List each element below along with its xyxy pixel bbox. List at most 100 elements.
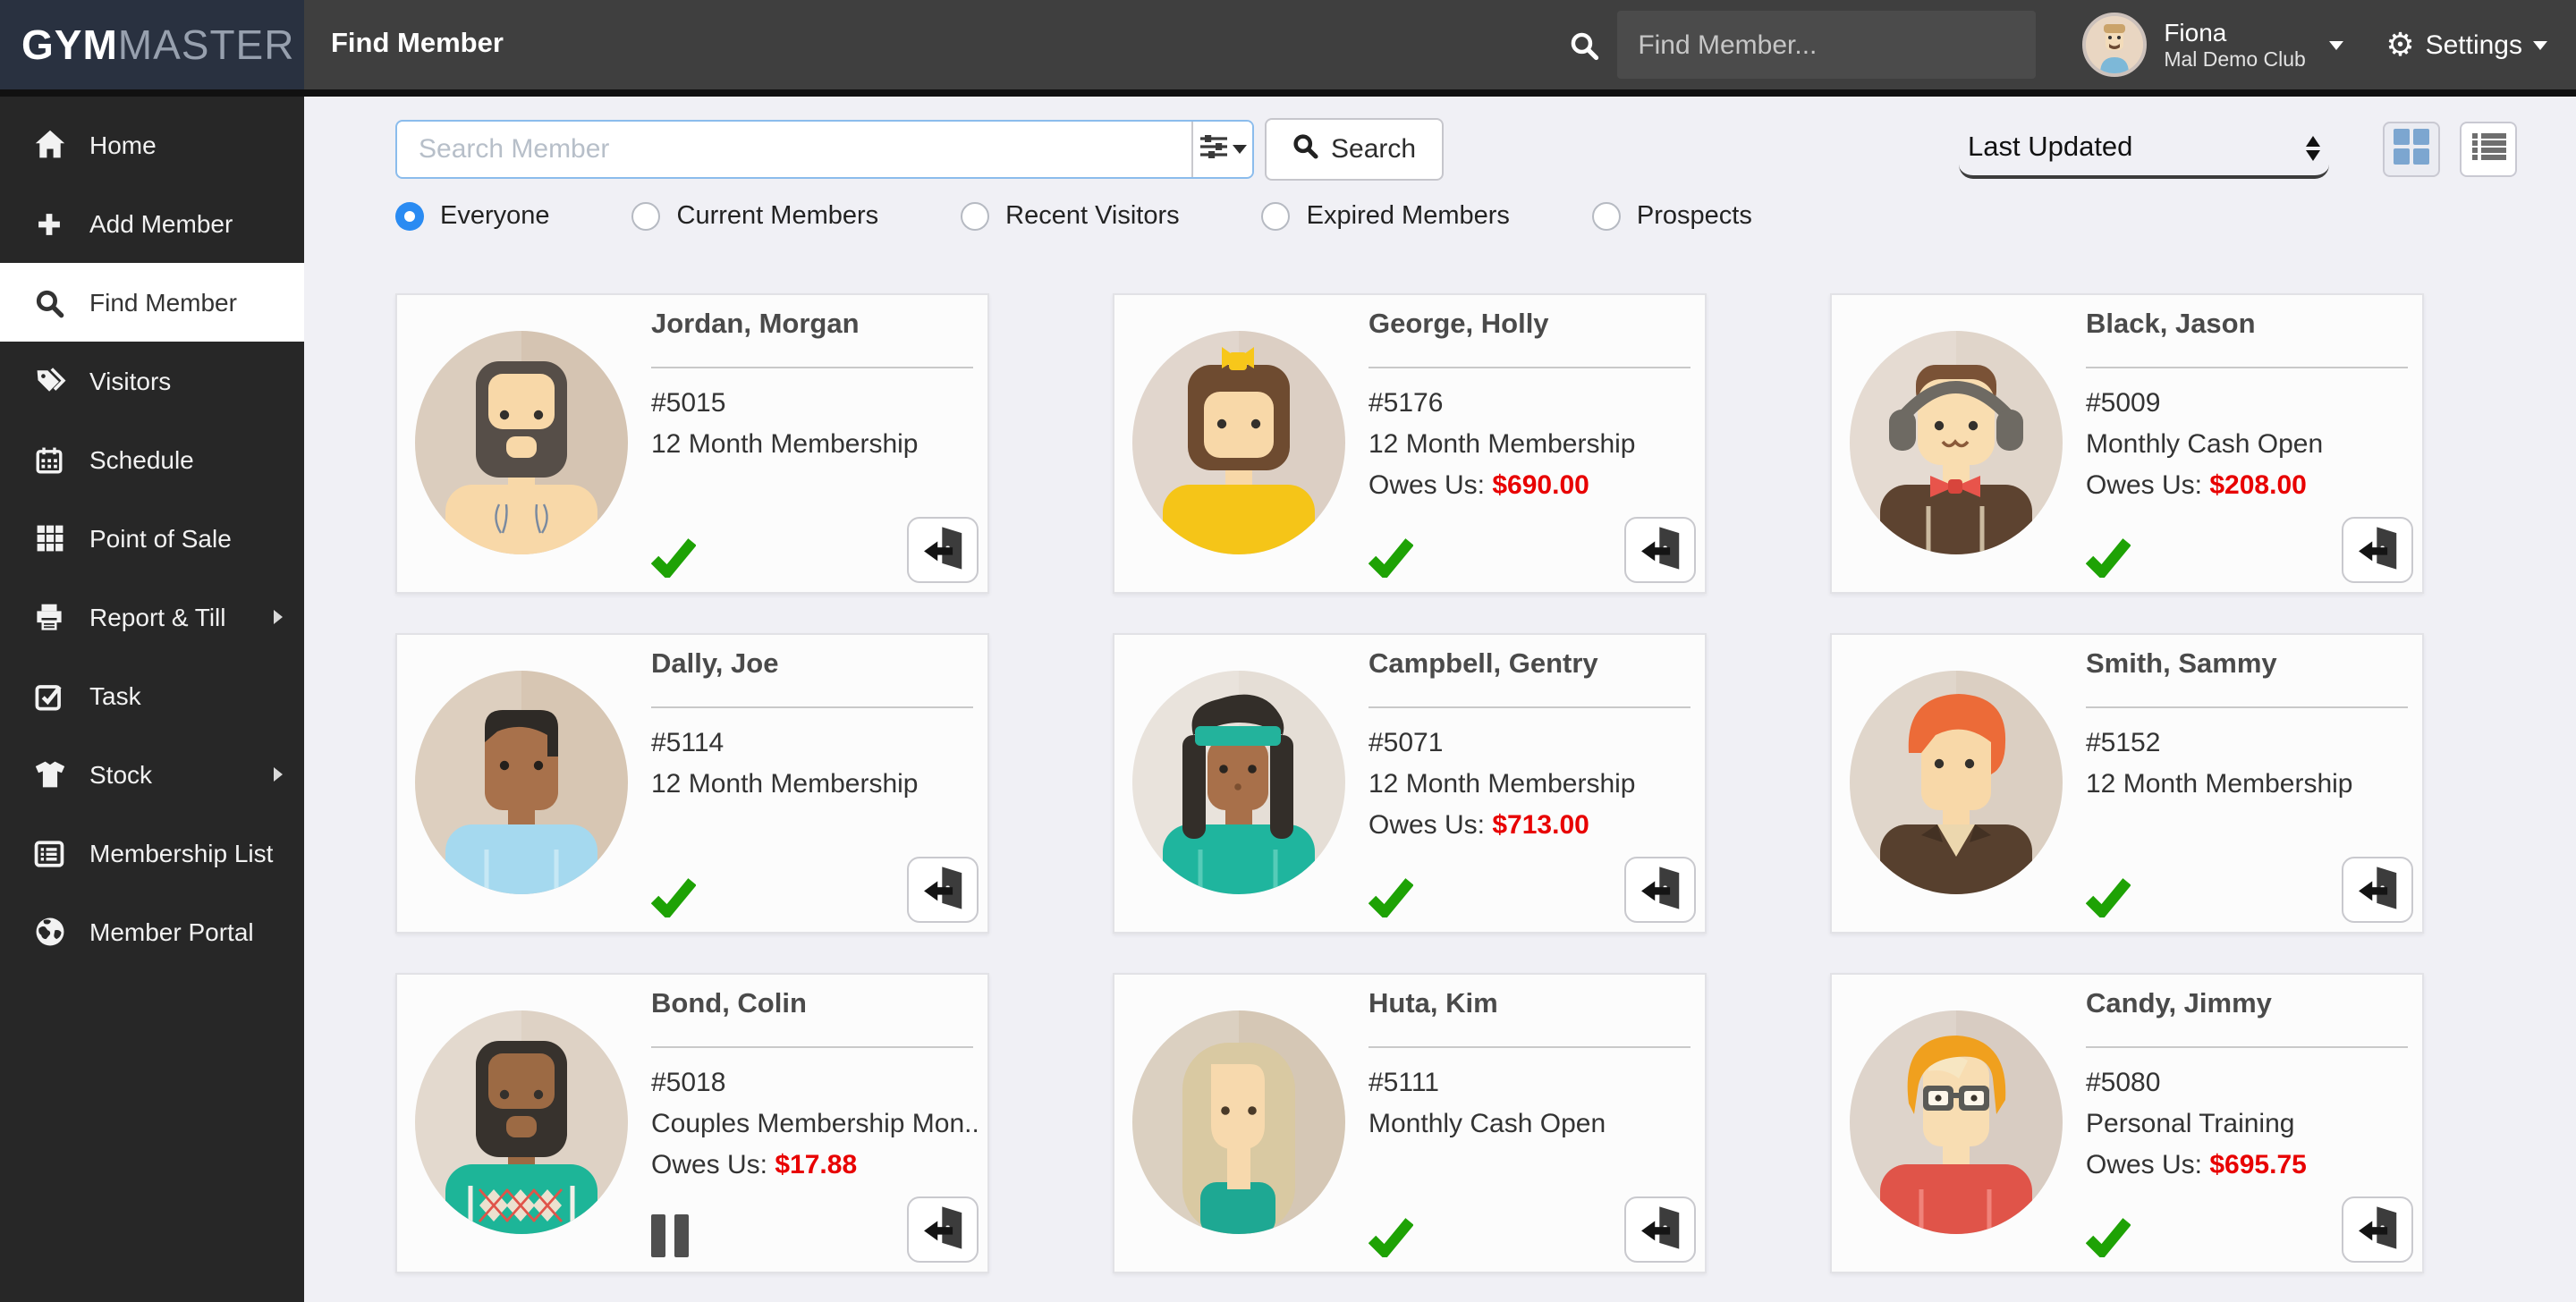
sidebar-item-membership-list[interactable]: Membership List (0, 814, 304, 892)
gymmaster-logo[interactable]: GYM MASTER (0, 0, 304, 89)
sidebar-item-home[interactable]: Home (0, 106, 304, 184)
owes-amount: $695.75 (2209, 1150, 2307, 1180)
sidebar-item-stock[interactable]: Stock (0, 735, 304, 814)
member-card[interactable]: Huta, Kim #5111 Monthly Cash Open (1113, 973, 1707, 1273)
member-card[interactable]: Campbell, Gentry #5071 12 Month Membership… (1113, 633, 1707, 934)
member-filter-radios: Everyone Current Members Recent Visitors Ex… (395, 202, 2517, 231)
sidebar-item-add-member[interactable]: Add Member (0, 184, 304, 263)
member-info: #5080 Personal Training Owes Us: $695.75 (2086, 1062, 2411, 1186)
chevron-down-icon (1232, 145, 1246, 154)
view-toggles (2383, 122, 2517, 177)
member-avatar (1132, 1010, 1345, 1234)
sidebar-item-label: Report & Till (89, 603, 226, 631)
member-avatar (1850, 1010, 2063, 1234)
member-cards-grid: Jordan, Morgan #5015 12 Month Membership Ge… (395, 293, 2517, 1273)
radio-button-icon[interactable] (1261, 202, 1291, 231)
check-in-door-button[interactable] (1624, 857, 1696, 923)
radio-prospects[interactable]: Prospects (1591, 202, 1752, 231)
user-menu[interactable]: Fiona Mal Demo Club (2081, 13, 2343, 77)
member-card[interactable]: Jordan, Morgan #5015 12 Month Membership (395, 293, 989, 594)
member-membership: 12 Month Membership (1368, 429, 1636, 460)
sort-select-value: Last Updated (1968, 131, 2133, 162)
sidebar-item-schedule[interactable]: Schedule (0, 420, 304, 499)
member-card[interactable]: Bond, Colin #5018 Couples Membership Mon..… (395, 973, 989, 1273)
sidebar-item-task[interactable]: Task (0, 656, 304, 735)
member-search-input[interactable] (397, 122, 1191, 177)
owes-amount: $690.00 (1492, 470, 1589, 501)
search-icon (32, 287, 66, 317)
radio-label: Prospects (1636, 202, 1752, 231)
member-info: #5176 12 Month Membership Owes Us: $690.00 (1368, 383, 1694, 506)
radio-button-icon[interactable] (631, 202, 661, 231)
member-info: #5152 12 Month Membership (2086, 723, 2411, 805)
radio-label: Recent Visitors (1005, 202, 1180, 231)
member-card[interactable]: Dally, Joe #5114 12 Month Membership (395, 633, 989, 934)
owes-amount: $713.00 (1492, 810, 1589, 841)
status-check-icon (651, 878, 696, 917)
sliders-icon (1199, 134, 1226, 165)
member-avatar (415, 671, 628, 894)
member-membership: 12 Month Membership (651, 429, 919, 460)
member-card[interactable]: Candy, Jimmy #5080 Personal Training Owes U… (1830, 973, 2424, 1273)
check-in-door-button[interactable] (2342, 1196, 2413, 1263)
member-owes: Owes Us: $713.00 (1368, 810, 1589, 841)
logo-gym: GYM (21, 21, 118, 67)
list-view-button[interactable] (2460, 122, 2517, 177)
member-owes: Owes Us: $690.00 (1368, 470, 1589, 501)
check-in-door-button[interactable] (1624, 517, 1696, 583)
member-info: #5009 Monthly Cash Open Owes Us: $208.00 (2086, 383, 2411, 506)
door-exit-icon (1636, 863, 1684, 917)
check-in-door-button[interactable] (2342, 857, 2413, 923)
check-in-door-button[interactable] (907, 517, 979, 583)
sidebar-item-label: Schedule (89, 445, 194, 474)
sidebar-item-member-portal[interactable]: Member Portal (0, 892, 304, 971)
radio-recent-visitors[interactable]: Recent Visitors (961, 202, 1180, 231)
member-card[interactable]: George, Holly #5176 12 Month Membership Owe… (1113, 293, 1707, 594)
member-membership: Personal Training (2086, 1109, 2295, 1139)
member-id: #5015 (651, 388, 726, 418)
radio-everyone[interactable]: Everyone (395, 202, 550, 231)
topbar-search-input[interactable] (1616, 11, 2036, 79)
main-content: Search Last Updated (304, 97, 2576, 1302)
radio-expired-members[interactable]: Expired Members (1261, 202, 1510, 231)
grid-view-button[interactable] (2383, 122, 2440, 177)
member-id: #5152 (2086, 728, 2161, 758)
card-divider (2086, 367, 2408, 368)
check-in-door-button[interactable] (2342, 517, 2413, 583)
sidebar-item-find-member[interactable]: Find Member (0, 263, 304, 342)
check-in-door-button[interactable] (907, 857, 979, 923)
member-id: #5018 (651, 1068, 726, 1098)
chevron-down-icon (2328, 40, 2343, 49)
sort-select[interactable]: Last Updated (1959, 121, 2329, 178)
shirt-icon (32, 758, 66, 790)
search-button[interactable]: Search (1265, 118, 1444, 181)
main-layout: Home Add Member Find Member Visitors Schedul… (0, 97, 2576, 1302)
radio-current-members[interactable]: Current Members (631, 202, 878, 231)
member-card[interactable]: Black, Jason #5009 Monthly Cash Open Owes U… (1830, 293, 2424, 594)
sidebar-item-visitors[interactable]: Visitors (0, 342, 304, 420)
settings-menu[interactable]: ⚙ Settings (2385, 29, 2547, 61)
radio-button-icon[interactable] (961, 202, 990, 231)
radio-button-icon[interactable] (395, 202, 424, 231)
member-membership: Monthly Cash Open (2086, 429, 2324, 460)
topbar-search (1616, 11, 2036, 79)
member-name: Jordan, Morgan (651, 309, 860, 340)
sidebar-item-point-of-sale[interactable]: Point of Sale (0, 499, 304, 578)
check-in-door-button[interactable] (1624, 1196, 1696, 1263)
sidebar-item-label: Member Portal (89, 917, 254, 946)
topbar-right: Fiona Mal Demo Club ⚙ Settings (1568, 0, 2576, 89)
member-avatar (1850, 331, 2063, 554)
radio-label: Expired Members (1306, 202, 1510, 231)
search-filter-button[interactable] (1191, 122, 1252, 177)
sidebar-item-report-till[interactable]: Report & Till (0, 578, 304, 656)
search-icon (1292, 132, 1318, 166)
check-in-door-button[interactable] (907, 1196, 979, 1263)
member-membership: Couples Membership Mon... (651, 1109, 977, 1139)
member-card[interactable]: Smith, Sammy #5152 12 Month Membership (1830, 633, 2424, 934)
radio-button-icon[interactable] (1591, 202, 1621, 231)
search-button-label: Search (1331, 134, 1417, 165)
door-exit-icon (2353, 863, 2402, 917)
plus-icon (32, 208, 66, 239)
sidebar-item-label: Point of Sale (89, 524, 232, 553)
status-check-icon (651, 538, 696, 578)
